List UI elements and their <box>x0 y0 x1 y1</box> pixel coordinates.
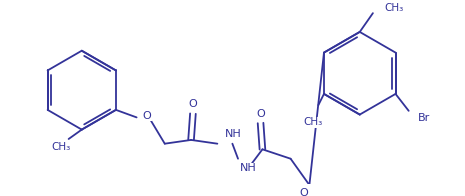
Text: CH₃: CH₃ <box>303 117 322 127</box>
Text: O: O <box>142 111 151 121</box>
Text: Br: Br <box>418 113 430 123</box>
Text: CH₃: CH₃ <box>384 3 404 13</box>
Text: CH₃: CH₃ <box>52 142 71 152</box>
Text: O: O <box>256 109 265 119</box>
Text: NH: NH <box>225 129 242 139</box>
Text: O: O <box>189 99 197 109</box>
Text: NH: NH <box>240 163 257 173</box>
Text: O: O <box>299 188 308 196</box>
